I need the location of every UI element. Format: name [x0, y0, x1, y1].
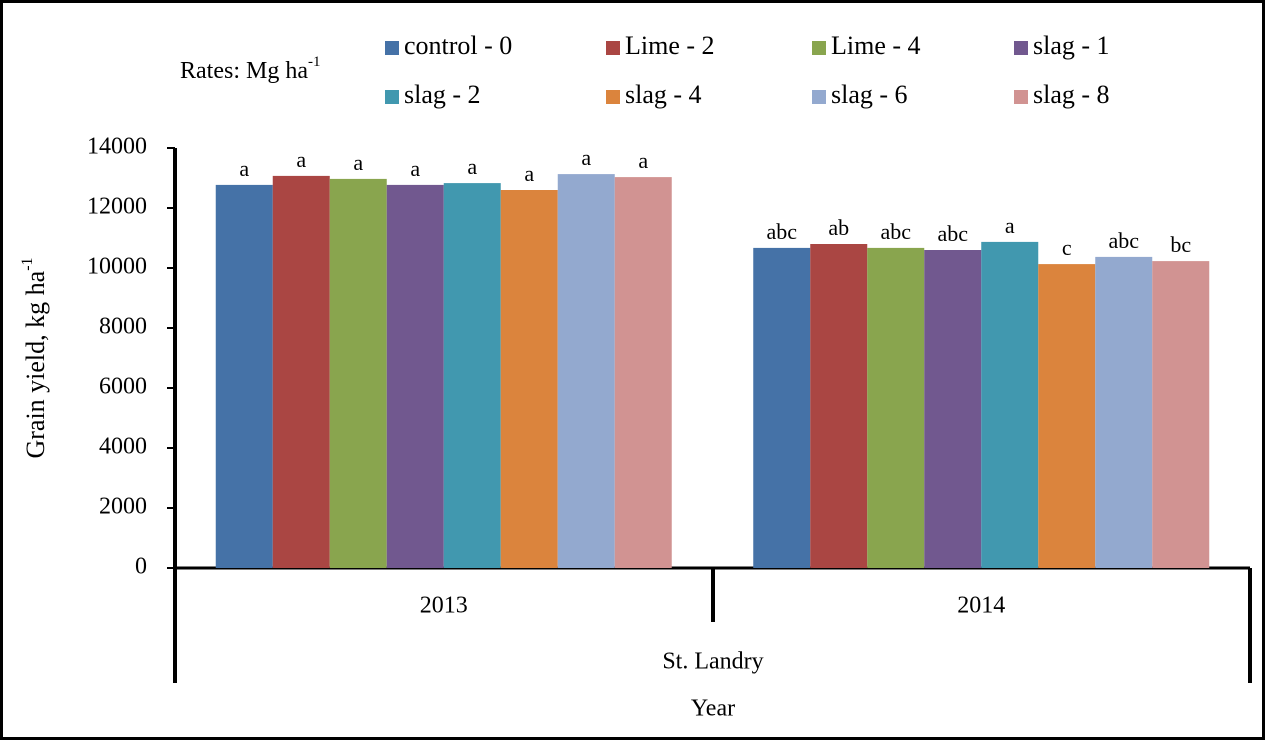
- significance-letter: a: [410, 156, 420, 181]
- significance-letter: abc: [1108, 228, 1139, 253]
- y-tick-label: 14000: [87, 134, 147, 160]
- significance-letter: abc: [880, 219, 911, 244]
- legend-swatch: [606, 90, 620, 104]
- significance-letter: a: [353, 150, 363, 175]
- significance-letter: a: [239, 156, 249, 181]
- bar: [500, 190, 558, 568]
- legend-title-text: Rates: Mg ha: [180, 58, 308, 84]
- legend-label: slag - 1: [1033, 31, 1110, 60]
- group-label: St. Landry: [662, 649, 763, 675]
- bar: [981, 241, 1039, 568]
- significance-letter: bc: [1170, 232, 1191, 257]
- x-tick-label: 2014: [957, 593, 1005, 619]
- x-axis-title: Year: [691, 696, 735, 722]
- y-axis-title-text: Grain yield, kg ha: [21, 270, 50, 458]
- bar: [614, 177, 672, 568]
- significance-letter: a: [296, 147, 306, 172]
- bar: [867, 247, 925, 568]
- significance-letter: a: [524, 161, 534, 186]
- bar: [810, 244, 868, 568]
- significance-letter: ab: [828, 215, 849, 240]
- legend-label: Lime - 2: [625, 31, 715, 60]
- legend-label: slag - 2: [404, 80, 481, 109]
- legend-title: Rates: Mg ha-1: [180, 54, 320, 83]
- significance-letter: a: [638, 148, 648, 173]
- bar: [557, 174, 615, 568]
- y-tick-label: 8000: [99, 314, 147, 340]
- bar: [272, 175, 330, 568]
- y-tick-label: 0: [135, 554, 147, 580]
- legend-swatch: [1014, 41, 1028, 55]
- significance-letter: a: [1005, 213, 1015, 238]
- bar: [1095, 256, 1153, 568]
- legend-label: Lime - 4: [831, 31, 921, 60]
- bar: [329, 178, 387, 568]
- significance-letter: abc: [766, 219, 797, 244]
- legend-label: slag - 4: [625, 80, 702, 109]
- legend-swatch: [812, 90, 826, 104]
- bar: [215, 184, 273, 568]
- y-axis-title-sup: -1: [19, 257, 36, 270]
- significance-letter: a: [581, 145, 591, 170]
- bar: [924, 250, 982, 568]
- legend-swatch: [385, 90, 399, 104]
- legend-swatch: [606, 41, 620, 55]
- y-tick-label: 6000: [99, 374, 147, 400]
- x-tick-label: 2013: [420, 593, 468, 619]
- y-tick-label: 10000: [87, 254, 147, 280]
- legend-label: slag - 6: [831, 80, 908, 109]
- legend-title-sup: -1: [308, 54, 321, 70]
- y-tick-label: 4000: [99, 434, 147, 460]
- legend-swatch: [1014, 90, 1028, 104]
- bar: [1038, 264, 1096, 568]
- y-tick-label: 12000: [87, 194, 147, 220]
- y-axis-title: Grain yield, kg ha-1: [19, 257, 50, 458]
- bar: [753, 247, 811, 568]
- significance-letter: a: [467, 154, 477, 179]
- significance-letter: abc: [937, 221, 968, 246]
- significance-letter: c: [1062, 235, 1072, 260]
- bar: [443, 183, 501, 568]
- legend-label: control - 0: [404, 31, 512, 60]
- legend-swatch: [812, 41, 826, 55]
- bar: [386, 184, 444, 568]
- bar: [1152, 261, 1210, 568]
- y-tick-label: 2000: [99, 494, 147, 520]
- legend-swatch: [385, 41, 399, 55]
- legend-label: slag - 8: [1033, 80, 1110, 109]
